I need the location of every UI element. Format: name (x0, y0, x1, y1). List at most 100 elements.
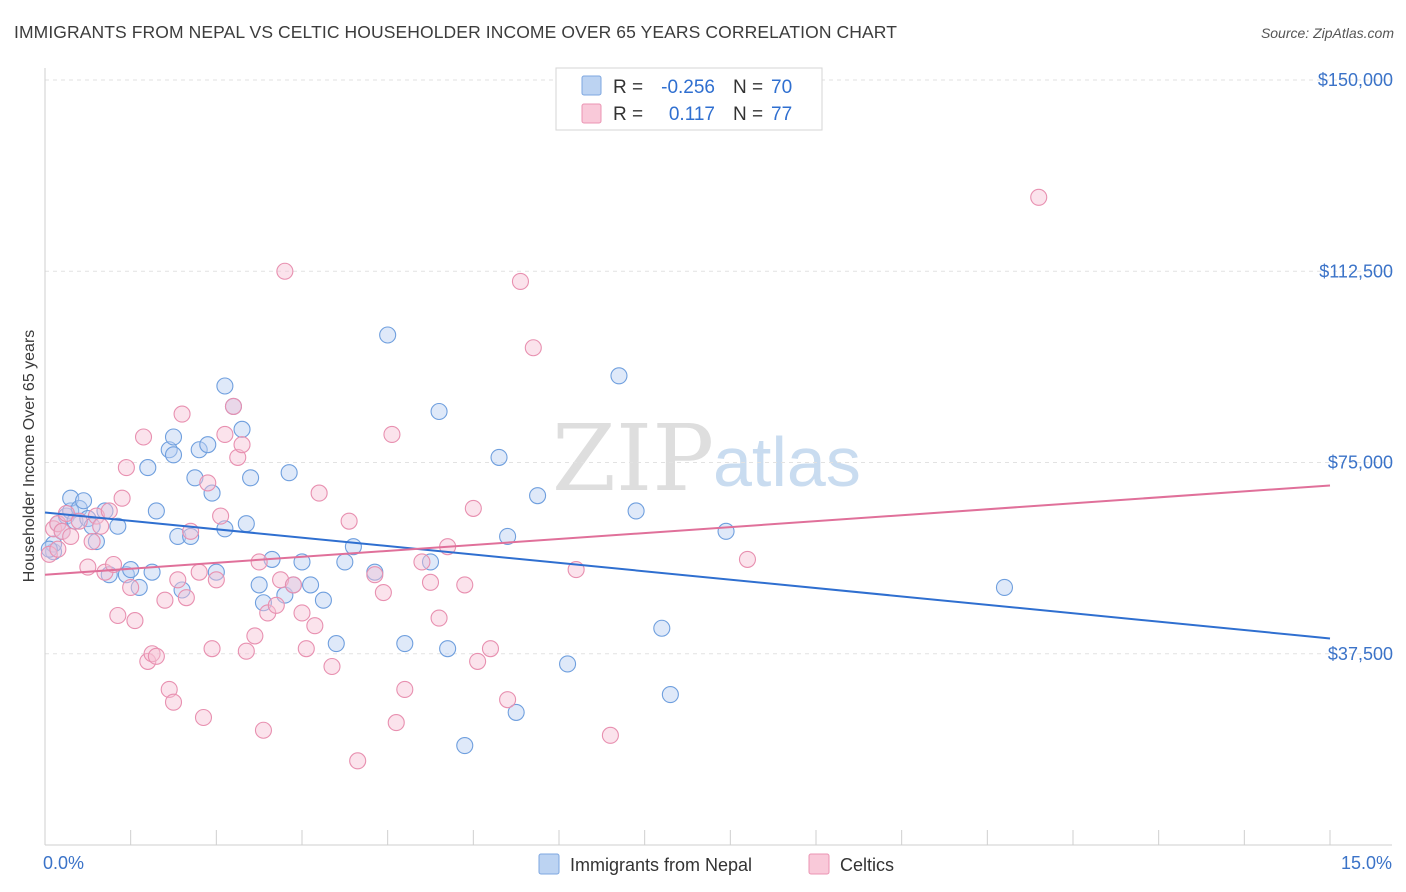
watermark: ZIP atlas (552, 405, 861, 512)
legend-n-label-celtics: N = (733, 104, 763, 125)
nepal-point (559, 655, 577, 673)
watermark-atlas: atlas (713, 423, 861, 501)
nepal-point (250, 576, 268, 594)
celtics-point (267, 596, 285, 614)
nepal-point (529, 487, 547, 505)
celtics-point (194, 708, 213, 727)
legend-n-value-nepal: 70 (771, 77, 792, 98)
nepal-point (280, 464, 298, 482)
celtics-point (469, 652, 487, 670)
celtics-point (83, 532, 101, 551)
celtics-point (126, 612, 144, 630)
celtics-point (1030, 188, 1048, 206)
x-tick-label-min: 0.0% (43, 853, 84, 873)
celtics-point (190, 563, 208, 581)
celtics-point (62, 527, 80, 546)
nepal-point (233, 420, 251, 438)
nepal-point (109, 517, 127, 535)
nepal-point (610, 367, 628, 385)
legend-r-value-nepal: -0.256 (661, 77, 715, 98)
nepal-point (254, 594, 273, 612)
chart-title: IMMIGRANTS FROM NEPAL VS CELTIC HOUSEHOL… (14, 22, 898, 42)
nepal-point (169, 527, 187, 546)
nepal-point (507, 703, 525, 721)
celtics-point (100, 502, 118, 520)
nepal-point (490, 448, 508, 466)
celtics-point (293, 604, 311, 622)
nepal-point (653, 619, 671, 637)
nepal-point (421, 553, 440, 571)
celtics-point (113, 489, 131, 507)
nepal-point (164, 446, 183, 464)
nepal-point (237, 515, 255, 533)
legend-n-value-celtics: 77 (771, 104, 792, 125)
legend-swatch-celtics (581, 103, 602, 124)
celtics-point (601, 726, 619, 744)
celtics-point (233, 436, 251, 454)
source-label: Source: ZipAtlas.com (1260, 25, 1394, 41)
celtics-point (246, 627, 264, 645)
celtics-point (164, 693, 183, 711)
celtics-point (306, 617, 324, 635)
nepal-point (130, 578, 148, 597)
celtics-point (250, 553, 268, 571)
celtics-point (224, 397, 243, 415)
series-celtics-points (40, 188, 1048, 770)
nepal-point (327, 634, 345, 653)
nepal-point (216, 377, 234, 395)
legend-r-label-celtics: R = (613, 104, 643, 125)
celtics-point (49, 540, 67, 558)
nepal-point (717, 522, 735, 540)
celtics-point (387, 714, 405, 732)
legend-r-label-nepal: R = (613, 77, 643, 98)
y-tick-label: $75,000 (1328, 453, 1393, 473)
legend-swatch-nepal (581, 75, 602, 96)
nepal-point (661, 685, 679, 704)
celtics-point (738, 550, 757, 568)
legend-r-value-celtics: 0.117 (669, 104, 715, 125)
nepal-point (203, 484, 221, 502)
celtics-point (323, 657, 341, 676)
celtics-point (511, 272, 530, 291)
nepal-point (40, 540, 58, 558)
celtics-point (456, 576, 474, 594)
nepal-point (456, 736, 474, 755)
nepal-point (430, 402, 448, 421)
celtics-point (237, 642, 255, 660)
celtics-point (160, 680, 178, 699)
celtics-point (374, 583, 392, 602)
celtics-point (92, 517, 110, 535)
nepal-point (75, 492, 93, 510)
nepal-point (139, 459, 157, 477)
nepal-point (627, 502, 645, 520)
celtics-point (199, 474, 217, 492)
celtics-point (216, 425, 234, 444)
y-tick-label: $150,000 (1318, 70, 1393, 90)
trend-line-nepal (44, 511, 1331, 640)
nepal-point (439, 640, 457, 658)
nepal-point (499, 527, 517, 546)
celtics-point (524, 339, 542, 357)
nepal-point (199, 436, 217, 454)
celtics-point (413, 553, 431, 571)
nepal-point (182, 527, 200, 546)
celtics-point (340, 512, 358, 530)
celtics-point (254, 721, 273, 739)
nepal-point (396, 634, 414, 653)
celtics-point (147, 647, 165, 665)
celtics-point (117, 459, 135, 477)
celtics-point (284, 576, 302, 594)
celtics-point (430, 609, 448, 627)
celtics-point (464, 499, 482, 517)
celtics-point (109, 606, 127, 625)
x-axis-ticks (130, 830, 1331, 845)
y-tick-label: $112,500 (1319, 261, 1393, 281)
series-legend-swatch-celtics (808, 853, 830, 875)
celtics-point (297, 640, 315, 658)
watermark-zip: ZIP (552, 405, 714, 512)
celtics-point (173, 405, 191, 423)
series-legend-swatch-nepal (538, 853, 560, 875)
celtics-point (276, 262, 294, 280)
nepal-point (242, 469, 260, 487)
nepal-point (314, 591, 332, 609)
